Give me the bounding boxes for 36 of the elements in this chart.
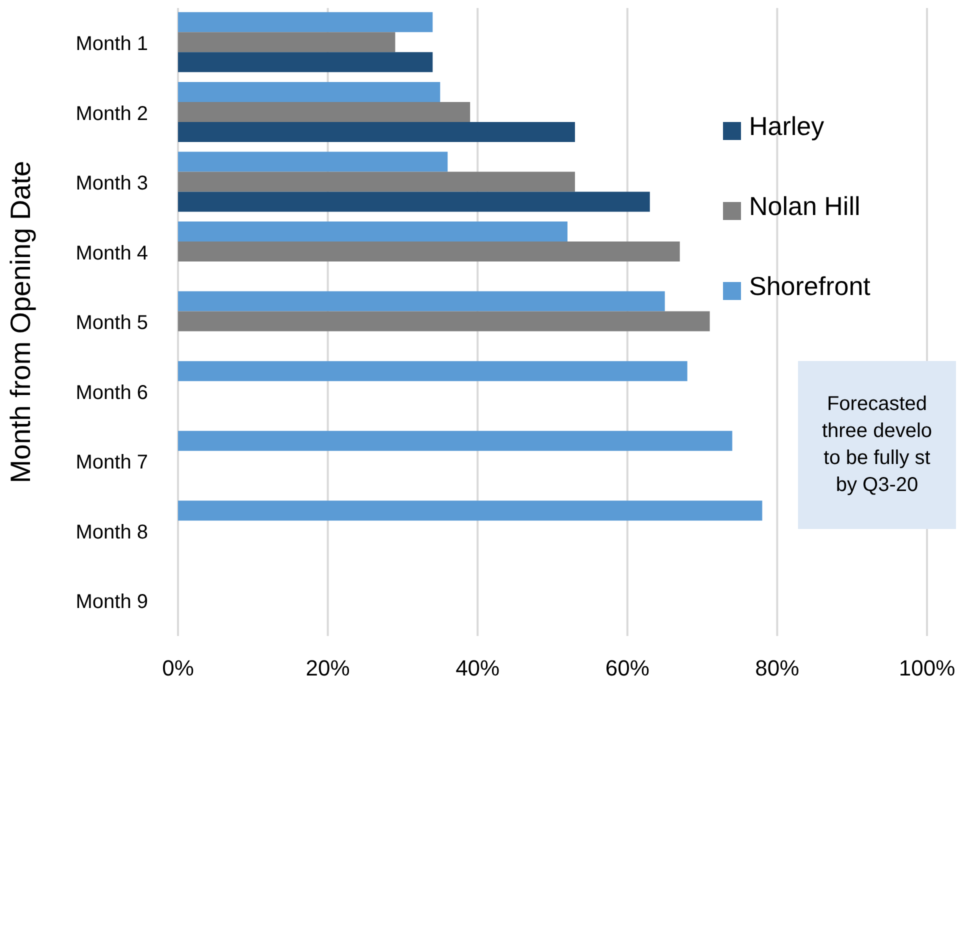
y-tick-label: Month 9 [76, 591, 148, 614]
bar [178, 192, 650, 212]
x-tick-label: 0% [162, 656, 194, 681]
y-axis-title: Month from Opening Date [4, 160, 36, 484]
bar [178, 291, 665, 312]
x-tick-label: 80% [755, 656, 800, 681]
bar [178, 242, 680, 262]
bar [178, 152, 448, 172]
y-tick-label: Month 4 [76, 242, 148, 264]
bar [178, 82, 440, 102]
bar [178, 32, 396, 52]
legend-label: Nolan Hill [749, 191, 860, 221]
bar [178, 361, 688, 382]
y-tick-label: Month 7 [76, 452, 148, 474]
x-tick-label: 100% [898, 656, 956, 681]
note-box: Forecasted three develo to be fully st by Q3-20 [798, 361, 956, 529]
y-tick-label: Month 8 [76, 521, 148, 544]
x-tick-label: 60% [605, 656, 650, 681]
y-tick-label: Month 5 [76, 312, 148, 334]
x-tick-label: 20% [306, 656, 350, 681]
y-tick-label: Month 6 [76, 382, 148, 404]
legend-label: Harley [749, 111, 824, 141]
bar [178, 102, 470, 122]
bar [178, 500, 762, 521]
x-tick-label: 40% [456, 656, 500, 681]
y-tick-label: Month 3 [76, 172, 148, 195]
y-tick-label: Month 1 [76, 32, 148, 55]
bar [178, 311, 710, 332]
legend-label: Shorefront [749, 271, 870, 301]
bar [178, 12, 433, 32]
y-tick-label: Month 2 [76, 102, 148, 125]
bar [178, 122, 575, 142]
bar [178, 222, 568, 242]
bar [178, 430, 732, 451]
bar [178, 172, 575, 192]
bar [178, 52, 433, 72]
